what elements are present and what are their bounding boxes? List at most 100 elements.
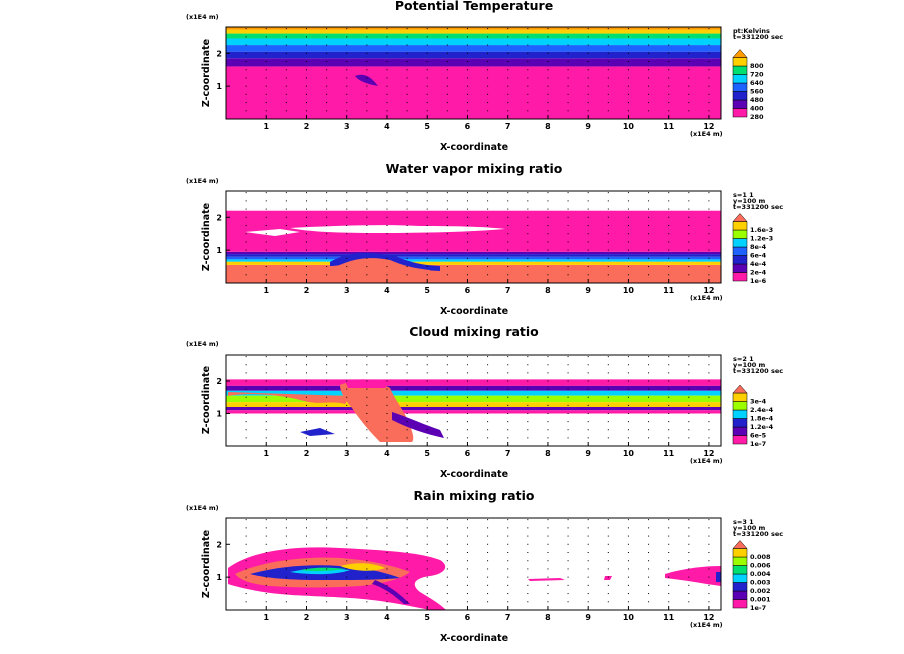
grid-dot [426,568,428,570]
grid-dot [305,233,307,235]
grid-dot [446,404,448,406]
grid-dot [527,77,529,79]
grid-dot [688,274,690,276]
grid-dot [688,192,690,194]
grid-dot [587,93,589,95]
grid-dot [587,576,589,578]
grid-dot [627,437,629,439]
grid-dot [607,225,609,226]
grid-dot [285,192,287,194]
grid-dot [386,93,388,95]
grid-dot [426,388,428,390]
grid-dot [265,249,267,251]
grid-dot [708,266,710,268]
grid-dot [668,372,670,374]
grid-dot [527,560,529,562]
grid-dot [426,225,428,226]
grid-dot [527,535,529,537]
grid-dot [547,257,549,259]
grid-dot [305,535,307,537]
grid-dot [366,356,368,358]
grid-dot [386,192,388,194]
grid-dot [346,543,348,545]
grid-dot [386,216,388,218]
info-line: t=331200 sec [733,203,783,211]
grid-dot [406,429,408,431]
grid-dot [426,413,428,414]
grid-dot [627,568,629,570]
grid-dot [708,535,710,537]
grid-dot [607,437,609,439]
grid-dot [567,413,569,414]
grid-dot [527,28,529,30]
grid-dot [648,216,650,218]
grid-dot [426,429,428,431]
grid-dot [466,249,468,251]
grid-dot [527,274,529,276]
grid-dot [346,249,348,251]
grid-dot [688,519,690,521]
grid-dot [587,266,589,268]
grid-dot [245,552,247,553]
grid-dot [567,192,569,194]
grid-dot [708,225,710,226]
grid-dot [567,208,569,210]
grid-dot [607,241,609,243]
grid-dot [627,560,629,562]
grid-dot [426,437,428,439]
grid-dot [668,552,670,553]
grid-dot [285,527,287,529]
grid-dot [285,93,287,95]
grid-dot [426,404,428,406]
grid-dot [708,388,710,390]
grid-dot [708,44,710,46]
grid-dot [265,102,267,104]
grid-dot [668,93,670,95]
panel-2-frame [225,190,722,284]
grid-dot [265,396,267,398]
grid-dot [668,52,670,54]
grid-dot [688,266,690,268]
grid-dot [587,257,589,259]
panel-1-dip [355,74,378,86]
grid-dot [346,356,348,358]
grid-dot [708,85,710,87]
legend-swatch [732,238,748,248]
grid-dot [285,396,287,398]
grid-dot [346,93,348,95]
grid-dot [406,110,408,112]
grid-dot [607,52,609,54]
grid-dot [245,233,247,235]
grid-dot [688,372,690,374]
grid-dot [567,77,569,79]
grid-dot [366,576,368,578]
panel-4-right-edge [716,572,721,582]
grid-dot [627,601,629,603]
grid-dot [446,396,448,398]
grid-dot [366,192,368,194]
grid-dot [527,576,529,578]
grid-dot [688,404,690,406]
grid-dot [406,102,408,104]
grid-dot [305,413,307,414]
grid-dot [406,233,408,235]
grid-dot [305,266,307,268]
grid-dot [305,421,307,423]
grid-dot [567,225,569,226]
grid-dot [346,266,348,268]
panel-4-frame [225,517,722,611]
grid-dot [648,241,650,243]
band-0 [226,379,721,386]
grid-dot [446,584,448,586]
grid-dot [366,257,368,259]
grid-dot [466,396,468,398]
grid-dot [487,93,489,95]
grid-dot [708,257,710,259]
grid-dot [426,519,428,521]
grid-dot [326,535,328,537]
panel-4-band-green [300,567,345,572]
grid-dot [627,527,629,529]
grid-dot [346,364,348,366]
grid-dot [627,380,629,382]
